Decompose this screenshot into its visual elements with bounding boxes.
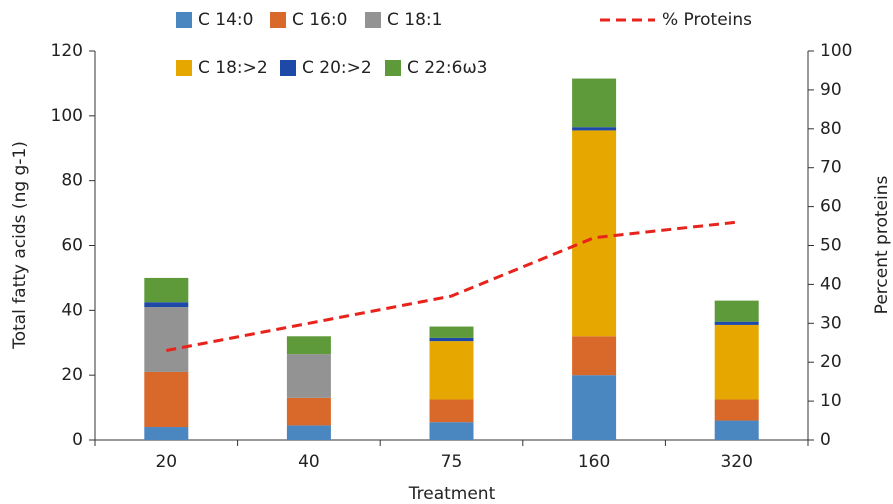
y-tick-label: 80 bbox=[61, 171, 83, 191]
bar-segment bbox=[144, 427, 189, 440]
legend-label: C 22:6ω3 bbox=[407, 58, 488, 78]
y-tick-label: 20 bbox=[61, 365, 83, 385]
legend-swatch bbox=[280, 60, 296, 76]
y2-tick-label: 10 bbox=[820, 391, 842, 411]
y2-tick-label: 20 bbox=[820, 352, 842, 372]
y2-tick-label: 0 bbox=[820, 430, 831, 450]
y-axis-title: Total fatty acids (ng g-1) bbox=[10, 141, 30, 350]
bar-segment bbox=[572, 127, 617, 131]
legend-swatch bbox=[385, 60, 401, 76]
y2-tick-label: 90 bbox=[820, 80, 842, 100]
y-tick-label: 40 bbox=[61, 300, 83, 320]
x-tick-label: 320 bbox=[720, 452, 752, 472]
bar-segment bbox=[714, 324, 759, 400]
y2-tick-label: 70 bbox=[820, 158, 842, 178]
y2-tick-label: 60 bbox=[820, 197, 842, 217]
x-tick-label: 160 bbox=[578, 452, 610, 472]
legend-swatch bbox=[176, 60, 192, 76]
bar-segment bbox=[286, 397, 331, 426]
bar-segment bbox=[429, 422, 474, 440]
y2-axis-title: Percent proteins bbox=[872, 176, 892, 315]
y2-tick-label: 30 bbox=[820, 313, 842, 333]
legend-label: C 16:0 bbox=[292, 10, 347, 30]
bar-segment bbox=[286, 354, 331, 398]
y2-tick-label: 80 bbox=[820, 119, 842, 139]
bar-segment bbox=[286, 425, 331, 440]
y-tick-label: 60 bbox=[61, 236, 83, 256]
bar-segment bbox=[572, 375, 617, 440]
y-tick-label: 0 bbox=[72, 430, 83, 450]
bar-segment bbox=[714, 300, 759, 322]
x-tick-label: 75 bbox=[441, 452, 463, 472]
bar-segment bbox=[429, 337, 474, 342]
legend-label: C 18:>2 bbox=[198, 58, 268, 78]
x-tick-label: 20 bbox=[155, 452, 177, 472]
legend-label: C 14:0 bbox=[198, 10, 253, 30]
legend-swatch bbox=[270, 12, 286, 28]
bar-segment bbox=[144, 371, 189, 428]
bar-segment bbox=[429, 341, 474, 400]
legend-label: C 20:>2 bbox=[302, 58, 372, 78]
line-series bbox=[166, 220, 737, 353]
y-tick-label: 120 bbox=[51, 41, 83, 61]
bar-segment bbox=[429, 399, 474, 423]
y-tick-label: 100 bbox=[51, 106, 83, 126]
bar-segment bbox=[572, 78, 617, 128]
bar-segment bbox=[572, 336, 617, 376]
bar-segment bbox=[144, 307, 189, 372]
y2-tick-label: 40 bbox=[820, 274, 842, 294]
bar-segment bbox=[286, 336, 331, 355]
legend-swatch bbox=[365, 12, 381, 28]
legend-swatch bbox=[176, 12, 192, 28]
legend-label: % Proteins bbox=[662, 10, 752, 30]
bar-segment bbox=[144, 302, 189, 308]
bar-segment bbox=[144, 277, 189, 303]
x-axis-title: Treatment bbox=[408, 484, 496, 504]
bar-segment bbox=[714, 321, 759, 325]
x-tick-label: 40 bbox=[298, 452, 320, 472]
bar-segment bbox=[714, 420, 759, 440]
bar-segment bbox=[714, 399, 759, 421]
y2-tick-label: 50 bbox=[820, 236, 842, 256]
bar-segment bbox=[572, 130, 617, 337]
y2-tick-label: 100 bbox=[820, 41, 852, 61]
legend-label: C 18:1 bbox=[387, 10, 442, 30]
bar-segment bbox=[429, 326, 474, 338]
